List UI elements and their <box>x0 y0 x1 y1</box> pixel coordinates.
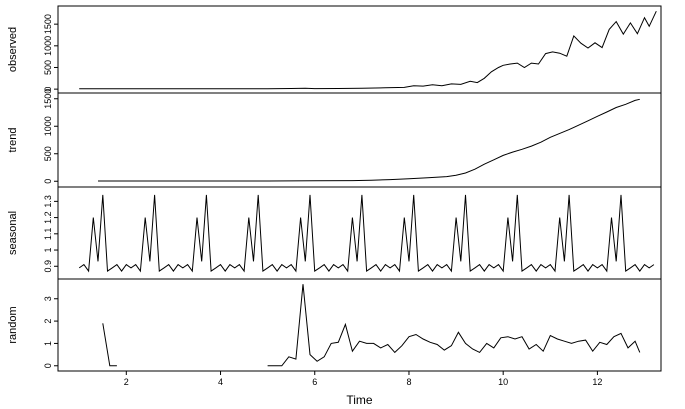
x-axis-label: Time <box>346 393 373 407</box>
series-line-random-1 <box>267 284 641 367</box>
series-line-random-0 <box>102 323 117 367</box>
y-axis-label-random: random <box>7 306 19 343</box>
y-tick-label-seasonal: 1.1 <box>43 228 53 241</box>
y-tick-label-seasonal: 1.3 <box>43 195 53 208</box>
y-tick-label-observed: 500 <box>43 60 53 75</box>
x-tick-label: 12 <box>592 377 602 387</box>
y-tick-label-trend: 0 <box>43 179 53 184</box>
y-tick-label-random: 2 <box>43 319 53 324</box>
panel-frame-trend <box>57 92 662 188</box>
y-tick-label-observed: 0 <box>43 87 53 92</box>
y-tick-label-trend: 1500 <box>43 89 53 109</box>
y-tick-label-trend: 500 <box>43 146 53 161</box>
y-tick-label-observed: 1500 <box>43 14 53 34</box>
panel-frame-random <box>57 278 662 372</box>
x-tick-label: 4 <box>218 377 223 387</box>
y-tick-label-trend: 1000 <box>43 116 53 136</box>
x-tick-label: 10 <box>498 377 508 387</box>
y-tick-label-seasonal: 1.2 <box>43 211 53 224</box>
y-tick-label-random: 3 <box>43 296 53 301</box>
y-tick-label-seasonal: 1 <box>43 248 53 253</box>
y-tick-label-random: 0 <box>43 363 53 368</box>
y-tick-label-random: 1 <box>43 341 53 346</box>
series-line-trend <box>98 98 640 182</box>
series-line-observed <box>79 10 657 90</box>
y-axis-label-seasonal: seasonal <box>7 211 19 255</box>
y-tick-label-observed: 1000 <box>43 36 53 56</box>
x-tick-label: 8 <box>406 377 411 387</box>
x-tick-label: 6 <box>312 377 317 387</box>
y-tick-label-seasonal: 0.9 <box>43 260 53 273</box>
panel-frame-observed <box>57 5 662 94</box>
y-axis-label-observed: observed <box>7 27 19 72</box>
y-axis-label-trend: trend <box>7 127 19 152</box>
x-tick-label: 2 <box>124 377 129 387</box>
series-line-seasonal <box>78 194 655 273</box>
